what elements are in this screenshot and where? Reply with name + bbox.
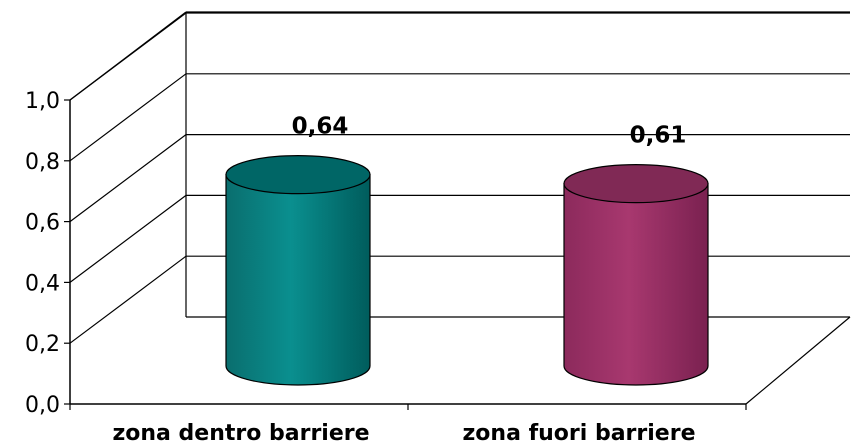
floor-right-edge [745,316,851,405]
bar-top [563,164,709,204]
data-label: 0,64 [292,114,349,140]
gridline-diagonal [69,73,187,162]
y-tick-label: 0,2 [25,332,60,357]
y-tick-label: 1,0 [25,89,60,114]
labels: 0,0 0,2 0,4 0,6 0,8 1,0 0,64 zona dentro barrie… [25,89,696,443]
bar-top [225,155,371,195]
data-label: 0,61 [630,123,687,149]
x-tick-label: zona dentro barriere [112,421,369,443]
gridlines [69,12,850,344]
bars [225,155,709,386]
bar-body [563,183,709,386]
bar-body [225,174,371,386]
bar [563,164,709,386]
gridline-diagonal [69,255,187,344]
gridline-diagonal [69,12,187,101]
axes [64,99,747,410]
y-tick-label: 0,0 [25,393,60,418]
bar [225,155,371,386]
y-tick-label: 0,8 [25,150,60,175]
gridline-diagonal [69,134,187,223]
x-tick-label: zona fuori barriere [462,421,695,443]
gridline-diagonal [69,194,187,283]
y-tick-label: 0,4 [25,271,60,296]
chart-walls [69,11,851,405]
y-tick-label: 0,6 [25,211,60,236]
